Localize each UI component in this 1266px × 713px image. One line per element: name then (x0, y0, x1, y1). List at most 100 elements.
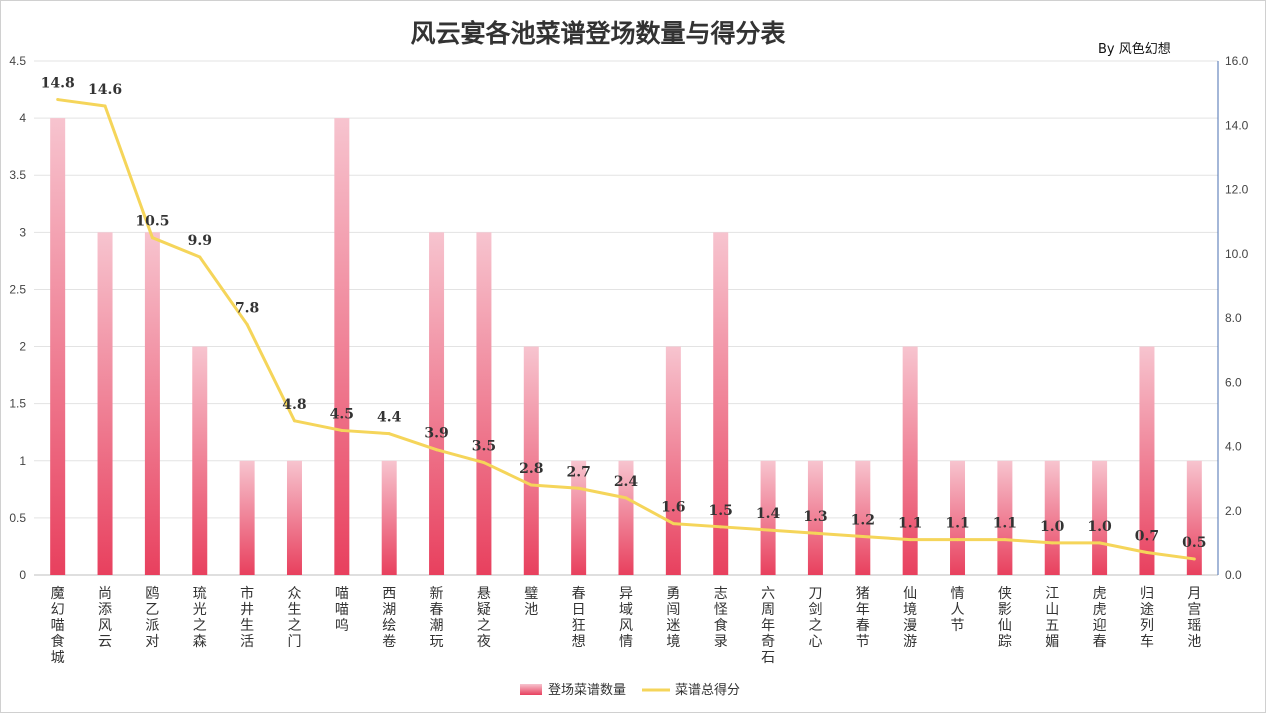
data-label: 4.8 (282, 397, 306, 413)
data-label: 0.5 (1182, 535, 1206, 551)
category-label: 刀剑之心 (808, 586, 822, 650)
y-right-tick-label: 8.0 (1225, 311, 1242, 325)
data-label: 10.5 (135, 214, 169, 230)
category-label: 勇闯迷境 (666, 586, 680, 650)
score-point (861, 534, 865, 538)
data-label: 3.5 (472, 439, 496, 455)
data-label: 4.4 (377, 410, 402, 426)
category-label: 新春潮玩 (430, 586, 444, 650)
y-right-tick-label: 6.0 (1225, 375, 1242, 389)
data-label: 1.0 (1040, 519, 1065, 535)
bar (50, 118, 66, 575)
y-left-tick-label: 3.5 (9, 168, 26, 182)
data-label: 9.9 (188, 233, 212, 249)
category-label: 魔幻喵食城 (51, 586, 65, 666)
bar (1044, 460, 1060, 575)
bar (713, 232, 729, 576)
legend-bar-label: 登场菜谱数量 (548, 683, 626, 698)
data-label: 1.1 (945, 516, 969, 532)
y-left-tick-label: 0.5 (9, 511, 26, 525)
data-label: 2.4 (614, 474, 639, 490)
y-left-tick-label: 4 (19, 111, 26, 125)
data-label: 1.5 (709, 503, 733, 519)
score-point (103, 104, 107, 108)
category-label: 市井生活 (240, 585, 254, 650)
bar (665, 346, 681, 575)
category-label: 尚添风云 (98, 586, 112, 650)
category-label: 虎虎迎春 (1093, 586, 1107, 650)
bar (950, 460, 966, 575)
score-point (813, 531, 817, 535)
bar (1186, 460, 1202, 575)
data-label: 1.6 (661, 500, 685, 516)
bar (476, 232, 492, 576)
data-label: 1.0 (1087, 519, 1112, 535)
bar (1092, 460, 1108, 575)
score-point (766, 528, 770, 532)
category-label: 志怪食录 (714, 586, 728, 650)
data-label: 4.5 (330, 406, 354, 422)
score-point (482, 461, 486, 465)
data-label: 1.4 (756, 506, 781, 522)
bar (902, 346, 918, 575)
category-label: 异域风情 (619, 586, 633, 650)
bar (97, 232, 113, 576)
score-point (956, 538, 960, 542)
bar (807, 460, 823, 575)
y-left-tick-label: 1.5 (9, 397, 26, 411)
category-label: 江山五媚 (1045, 586, 1059, 650)
bar (429, 232, 445, 576)
score-point (1098, 541, 1102, 545)
score-point (1050, 541, 1054, 545)
y-left-tick-label: 2 (19, 340, 26, 354)
category-label: 悬疑之夜 (477, 586, 491, 650)
y-left-tick-label: 0 (19, 568, 26, 582)
category-label: 琉光之森 (193, 586, 207, 650)
category-label: 西湖绘卷 (382, 586, 396, 650)
category-label: 归途列车 (1140, 585, 1154, 650)
category-label: 侠影仙踪 (998, 586, 1012, 650)
y-right-tick-label: 4.0 (1225, 440, 1242, 454)
y-right-tick-label: 0.0 (1225, 568, 1242, 582)
y-left-tick-label: 3 (19, 225, 26, 239)
score-point (908, 538, 912, 542)
data-label: 2.8 (519, 461, 543, 477)
score-point (671, 522, 675, 526)
bar (192, 346, 208, 575)
bar (239, 460, 255, 575)
chart-title: 风云宴各池菜谱登场数量与得分表 (410, 19, 786, 48)
bar (997, 460, 1013, 575)
y-right-tick-label: 12.0 (1225, 183, 1249, 197)
y-right-tick-label: 10.0 (1225, 247, 1249, 261)
category-label: 喵喵呜 (335, 586, 349, 634)
bar (381, 460, 397, 575)
score-point (577, 486, 581, 490)
data-label: 1.2 (851, 512, 875, 528)
score-point (150, 236, 154, 240)
legend-bar-swatch (520, 684, 542, 695)
category-label: 春日狂想 (572, 586, 586, 650)
score-point (198, 255, 202, 259)
y-right-tick-label: 14.0 (1225, 118, 1249, 132)
y-right-tick-label: 16.0 (1225, 54, 1249, 68)
score-point (624, 496, 628, 500)
data-label: 0.7 (1135, 529, 1159, 545)
bar (523, 346, 539, 575)
category-label: 六周年奇石 (761, 586, 775, 666)
bar (1139, 346, 1155, 575)
category-label: 月宫瑶池 (1187, 586, 1201, 650)
bar (618, 460, 634, 575)
y-left-tick-label: 2.5 (9, 282, 26, 296)
bar (334, 118, 350, 575)
bar (286, 460, 302, 575)
data-label: 3.9 (424, 426, 448, 442)
bar (144, 232, 160, 576)
score-point (1192, 557, 1196, 561)
score-point (529, 483, 533, 487)
data-label: 14.6 (88, 82, 122, 98)
score-point (435, 448, 439, 452)
category-label: 璧池 (524, 585, 538, 618)
score-point (340, 428, 344, 432)
author-byline: By 风色幻想 (1098, 42, 1171, 57)
